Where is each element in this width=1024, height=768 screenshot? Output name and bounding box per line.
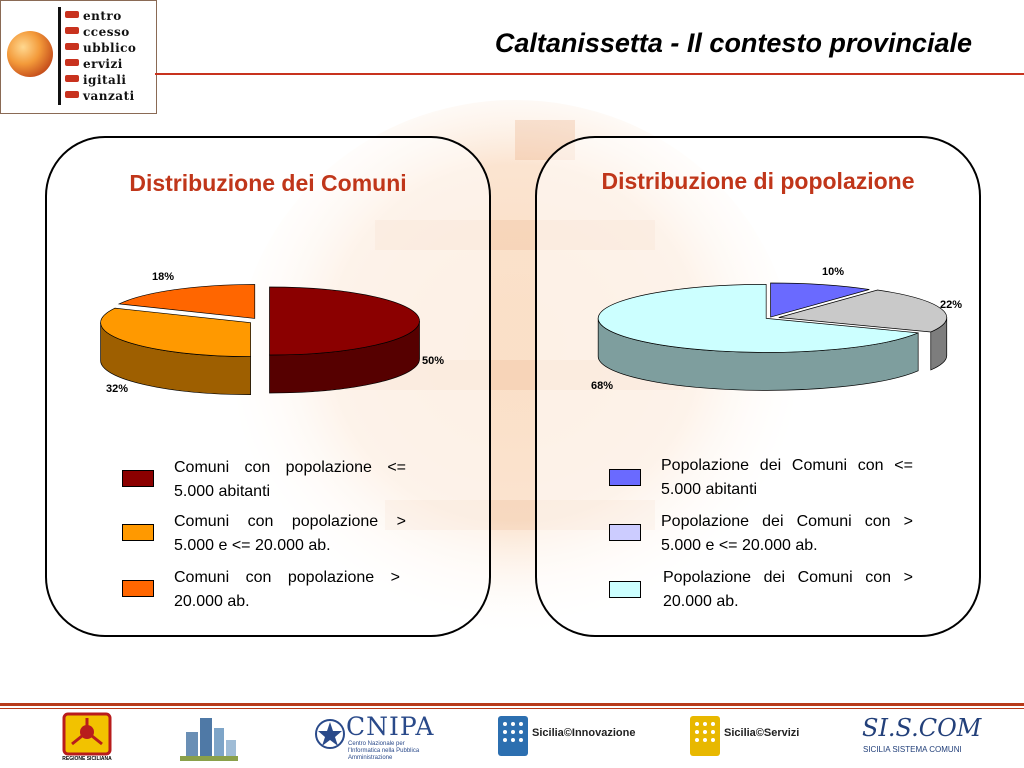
legend-swatch <box>609 469 641 486</box>
logo-word: vanzati <box>63 88 155 104</box>
logo-word: ervizi <box>63 56 155 72</box>
footer-rule-thin <box>0 708 1024 709</box>
pie-value-label: 18% <box>152 271 174 283</box>
legend-label: Comuni con popolazione > 20.000 ab. <box>174 569 400 610</box>
legend-swatch <box>122 580 154 597</box>
sicilia-innovazione-logo: Sicilia©Innovazione <box>498 712 638 764</box>
logo-word: igitali <box>63 72 155 88</box>
city-logo <box>178 712 240 764</box>
pie-slice <box>117 284 256 319</box>
pie-slice <box>100 307 251 357</box>
regione-siciliana-logo: REGIONE SICILIANA <box>60 712 120 764</box>
legend-swatch <box>122 524 154 541</box>
sicilia-servizi-logo: Sicilia©Servizi <box>690 712 810 764</box>
logo-bar <box>58 7 61 105</box>
chart-title: Distribuzione di popolazione <box>601 168 915 194</box>
cnipa-label: CNIPA <box>346 712 435 741</box>
regione-label: REGIONE SICILIANA <box>62 756 112 762</box>
logo-word: entro <box>63 8 155 24</box>
dot-grid-icon <box>690 716 720 756</box>
pie-value-label: 10% <box>822 266 844 278</box>
header-rule <box>155 73 1024 75</box>
legend-swatch <box>122 470 154 487</box>
emblem-icon <box>315 719 345 749</box>
legend-swatch <box>609 581 641 598</box>
cnipa-logo: CNIPA Centro Nazionale per l'Informatica… <box>314 712 444 764</box>
pie-value-label: 32% <box>106 383 128 395</box>
pie-slice <box>597 284 919 353</box>
legend-label: Popolazione dei Comuni con > 5.000 e <= … <box>661 513 913 554</box>
pie-slice <box>778 289 948 333</box>
legend-label: Popolazione dei Comuni con <= 5.000 abit… <box>661 457 913 498</box>
globe-icon <box>7 31 53 77</box>
chart-title: Distribuzione dei Comuni <box>129 170 407 196</box>
pie-chart-popolazione: 10% 22% 68% <box>591 266 962 392</box>
pie-value-label: 22% <box>940 299 962 311</box>
siscom-sub: SICILIA SISTEMA COMUNI <box>863 745 962 754</box>
siscom-label: SI.S.COM <box>862 714 982 742</box>
pie-slice <box>269 286 420 356</box>
logo-word: ccesso <box>63 24 155 40</box>
legend-label: Comuni con popolazione <= 5.000 abitanti <box>174 459 406 500</box>
chart-panel-popolazione: Distribuzione di popolazione 10% 22% 68% P… <box>535 136 981 637</box>
trinacria-icon <box>62 712 112 756</box>
cnipa-sub: Centro Nazionale per l'Informatica nella… <box>348 741 420 761</box>
chart-panel-comuni: Distribuzione dei Comuni 50% 32% 18% Comun… <box>45 136 491 637</box>
siscom-logo: SI.S.COM SICILIA SISTEMA COMUNI <box>862 712 981 764</box>
city-skyline-icon <box>180 718 238 761</box>
sicilia-innovazione-label: Sicilia©Innovazione <box>532 727 636 739</box>
pie-value-label: 68% <box>591 380 613 392</box>
pie-slice <box>770 282 870 318</box>
pie-chart-comuni: 50% 32% 18% <box>100 271 444 395</box>
legend-label: Comuni con popolazione > 5.000 e <= 20.0… <box>174 513 406 554</box>
legend-swatch <box>609 524 641 541</box>
pie-value-label: 50% <box>422 355 444 367</box>
page-title: Caltanissetta - Il contesto provinciale <box>494 28 972 58</box>
dot-grid-icon <box>498 716 528 756</box>
header-logo: entro ccesso ubblico ervizi igitali vanz… <box>0 0 157 114</box>
logo-word: ubblico <box>63 40 155 56</box>
legend-label: Popolazione dei Comuni con > 20.000 ab. <box>663 569 913 610</box>
sicilia-servizi-label: Sicilia©Servizi <box>724 727 800 739</box>
logo-words: entro ccesso ubblico ervizi igitali vanz… <box>63 8 155 104</box>
footer-rule <box>0 703 1024 706</box>
